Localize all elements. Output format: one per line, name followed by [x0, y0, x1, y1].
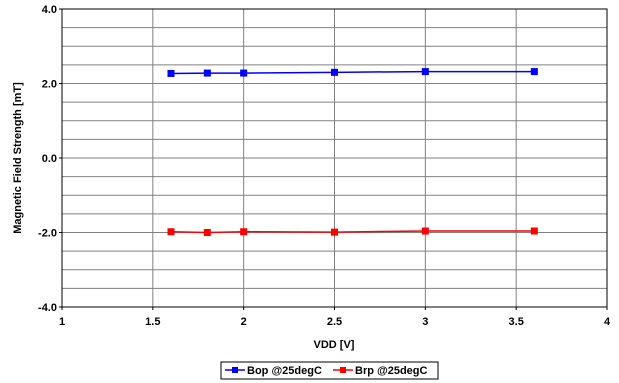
legend-label-bop: Bop @25degC [247, 365, 322, 377]
data-point-0-0 [167, 69, 175, 77]
data-point-1-2 [240, 228, 248, 236]
legend-box [220, 361, 439, 380]
data-point-1-3 [331, 228, 338, 236]
y-tick-label: 4.0 [42, 4, 57, 16]
legend-marker-bop [232, 367, 238, 373]
legend-marker-brp [340, 367, 346, 373]
series-group [167, 68, 538, 236]
x-tick-label: 1 [59, 316, 65, 328]
data-point-0-1 [203, 69, 211, 77]
x-tick-label: 1.5 [145, 316, 160, 328]
data-point-0-3 [331, 68, 338, 76]
legend-label-brp: Brp @25degC [355, 365, 428, 377]
data-point-1-1 [203, 229, 211, 236]
x-tick-label: 2 [241, 316, 247, 328]
data-point-0-4 [421, 68, 429, 76]
x-tick-label: 2.5 [327, 316, 342, 328]
series-line-0 [170, 70, 535, 75]
y-tick-label: -2.0 [38, 228, 57, 240]
x-axis-title: VDD [V] [314, 339, 355, 351]
grid-lines [62, 9, 607, 307]
y-tick-label: 0.0 [42, 153, 57, 165]
data-point-0-5 [530, 68, 538, 76]
data-point-1-4 [421, 227, 429, 235]
x-tick-labels: 1 1.5 2 2.5 3 3.5 4 [59, 307, 611, 328]
x-tick-label: 3.5 [509, 316, 524, 328]
data-point-1-0 [167, 228, 175, 236]
data-point-0-2 [240, 69, 248, 77]
y-tick-label: 2.0 [42, 79, 57, 91]
x-tick-label: 4 [604, 316, 611, 328]
y-axis-title: Magnetic Field Strength [mT] [12, 82, 24, 234]
series-line-1 [170, 230, 535, 234]
legend: Bop @25degC Brp @25degC [220, 361, 439, 380]
y-tick-label: -4.0 [38, 302, 57, 314]
y-tick-labels: 4.0 2.0 0.0 -2.0 -4.0 [38, 4, 62, 314]
data-point-1-5 [530, 227, 538, 235]
x-tick-label: 3 [422, 316, 428, 328]
